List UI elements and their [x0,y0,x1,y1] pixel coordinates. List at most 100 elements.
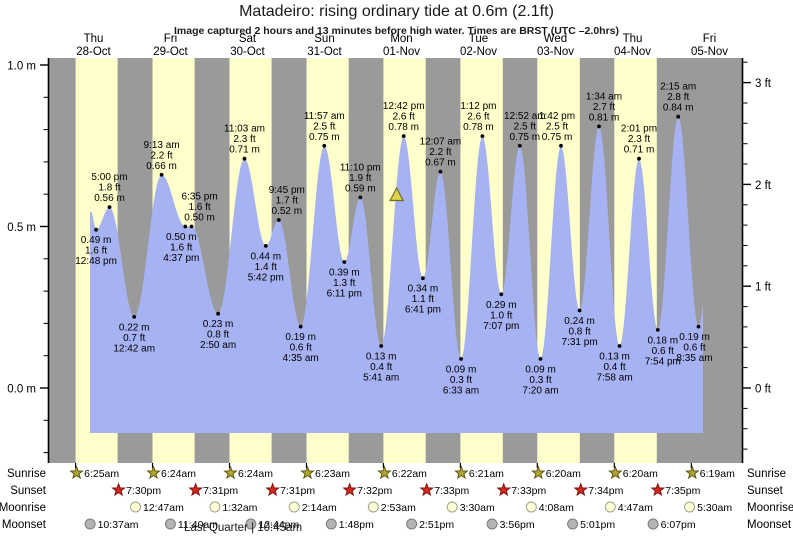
moon-phase-label: Last Quarter | 10:45am [183,522,303,534]
tide-event-dot [438,169,443,174]
moonset-time: 12:44pm [258,519,299,531]
day-label-date: 01-Nov [383,46,420,58]
moonrise-circle-icon [367,501,379,513]
tide-event-label: 9:13 am [144,140,180,151]
tide-event-dot [676,114,681,119]
tide-event-label: 1.3 ft [333,278,355,289]
sunrise-row-label-left: Sunrise [7,468,46,480]
tide-area [90,116,703,433]
tide-event-dot [94,227,98,232]
sunrise-time: 6:24am [238,468,273,480]
tide-event-dot [517,143,522,148]
sunset-time: 7:31pm [280,485,315,497]
tide-event-label: 2.2 ft [429,147,451,158]
tide-event-label: 0.44 m [251,251,282,262]
moonrise-time: 4:08am [539,502,574,514]
sunrise-star-icon [300,465,315,480]
tide-event-label: 2.6 ft [467,112,489,123]
sunset-time: 7:35pm [665,485,700,497]
tide-event-label: 0.19 m [679,332,710,343]
tide-event-label: 2.3 ft [628,134,650,145]
tide-event-label: 2:15 am [660,82,696,93]
tide-event-dot [597,124,601,129]
tide-event-label: 4:37 pm [163,253,199,264]
moonrise-circle-icon [209,501,221,513]
day-label-name: Fri [164,33,177,45]
moonrise-time: 4:47am [618,502,653,514]
moonrise-row-label-right: Moonrise [747,502,793,514]
tide-event-label: 2.7 ft [593,102,615,113]
tide-event-dot [617,344,622,348]
tide-event-label: 0.7 ft [123,333,145,344]
tide-event-dot [401,134,406,139]
moonset-time: 1:48pm [339,519,374,531]
moonrise-circle-icon [446,501,458,513]
moonset-circle-icon [245,518,257,530]
moonset-circle-icon [164,518,176,530]
page-subtitle: Image captured 2 hours and 13 minutes be… [173,25,619,37]
tide-event-label: 0.50 m [166,232,197,243]
sunrise-time: 6:22am [392,468,427,480]
tide-event-dot [276,218,281,222]
tide-event-label: 0.84 m [663,103,694,114]
sunset-time: 7:34pm [588,485,623,497]
tide-event-label: 1.9 ft [349,173,371,184]
sunrise-time: 6:25am [84,468,119,480]
right-axis-tick-label: 1 ft [755,282,772,294]
day-label-date: 03-Nov [537,46,574,58]
moonrise-circle-icon [684,501,696,513]
current-tide-marker [389,186,405,202]
day-label-date: 02-Nov [460,46,497,58]
tide-event-label: 2.5 ft [514,121,536,132]
right-axis-tick-label: 3 ft [755,78,772,90]
tide-event-label: 1.0 ft [490,310,512,321]
tide-event-dot [263,244,268,248]
moonrise-time: 1:32am [222,502,257,514]
tide-event-label: 1:12 pm [460,101,496,112]
sunrise-star-icon [69,465,84,480]
sunset-star-icon [573,482,589,497]
left-axis-tick-label: 0.0 m [7,384,36,396]
tide-event-label: 0.59 m [345,183,376,194]
sunrise-time: 6:20am [623,468,658,480]
tide-event-label: 0.75 m [510,132,541,143]
tide-event-dot [538,357,543,361]
tide-event-label: 12:48 pm [75,256,117,267]
moonset-circle-icon [406,518,418,530]
tide-event-dot [183,224,188,229]
sunrise-time: 6:24am [161,468,196,480]
tide-event-dot [379,344,384,348]
tide-event-dot [696,324,701,329]
tide-event-label: 0.50 m [184,213,215,224]
tide-event-label: 7:58 am [597,373,633,384]
moonset-time: 5:01pm [580,519,615,531]
tide-event-label: 9:45 pm [269,185,305,196]
tide-event-label: 0.52 m [272,206,303,217]
day-label-name: Tue [469,33,488,45]
right-axis-tick-label: 2 ft [755,180,772,192]
tide-event-label: 0.6 ft [652,346,674,357]
moonset-circle-icon [647,518,659,530]
tide-event-dot [216,311,221,316]
left-axis-tick-label: 0.5 m [7,222,36,234]
sunset-star-icon [265,482,280,497]
left-axis-tick-label: 1.0 m [7,61,36,73]
tide-event-label: 0.24 m [564,316,595,327]
tide-event-dot [358,195,363,200]
tide-event-dot [559,143,563,148]
tide-event-label: 0.3 ft [529,375,551,386]
tide-event-dot [421,276,425,281]
sunrise-time: 6:19am [700,468,735,480]
tide-event-label: 1.6 ft [170,243,192,254]
moonset-circle-icon [486,518,498,530]
sunset-time: 7:32pm [357,485,392,497]
moonset-time: 2:51pm [419,519,454,531]
tide-event-label: 0.09 m [525,364,556,375]
sunset-time: 7:30pm [126,485,161,497]
day-label-name: Thu [84,33,104,45]
tide-event-label: 0.13 m [599,352,630,363]
tide-event-label: 11:10 pm [340,162,381,173]
tide-event-label: 4:35 am [283,353,319,364]
